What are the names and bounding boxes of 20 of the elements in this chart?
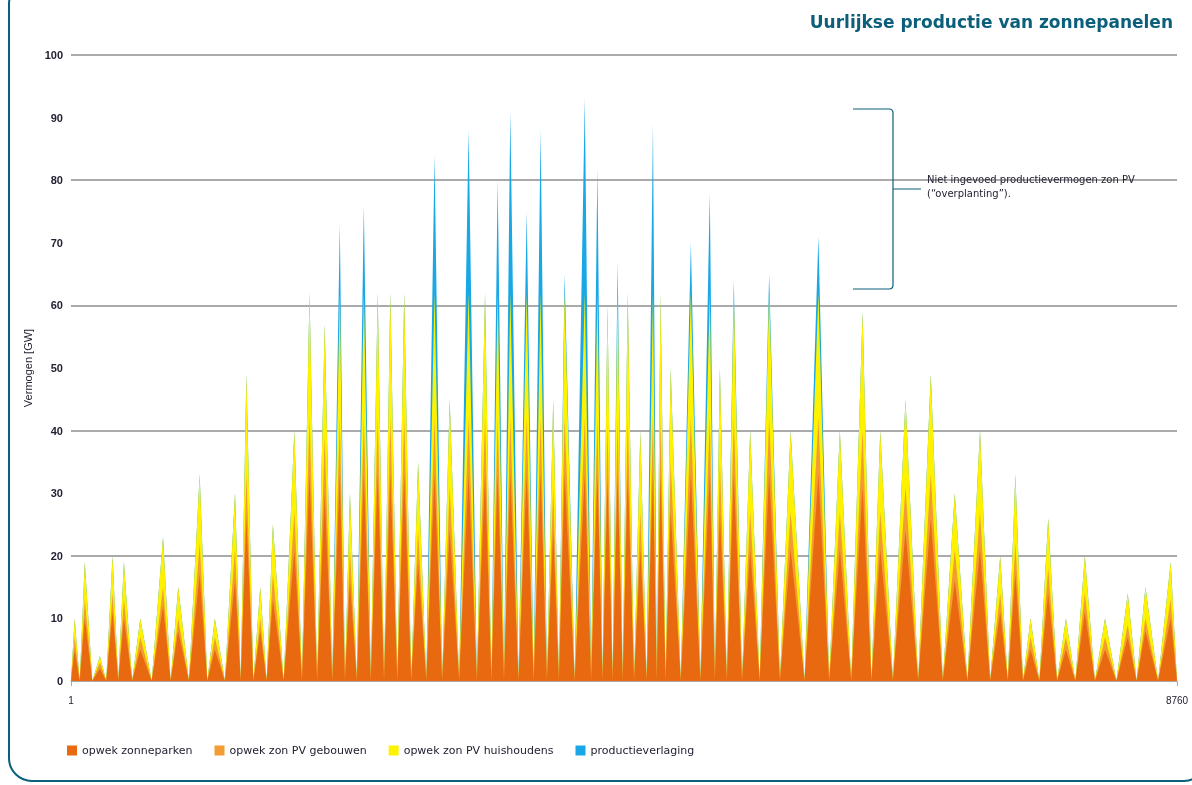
x-tick-label: 1 — [68, 694, 75, 706]
legend-label: opwek zon PV huishoudens — [403, 744, 554, 757]
x-tick-label: 8760 — [1165, 694, 1189, 706]
legend-label: productieverlaging — [590, 744, 695, 757]
chart-title: Uurlijkse productie van zonnepanelen — [809, 11, 1174, 32]
y-tick-label: 40 — [50, 424, 63, 437]
y-tick-label: 0 — [56, 675, 63, 687]
y-tick-label: 10 — [50, 612, 63, 625]
y-axis-title: Vermogen [GW] — [21, 328, 34, 408]
y-tick-label: 80 — [50, 174, 63, 187]
y-tick-label: 20 — [50, 549, 63, 562]
y-tick-label: 90 — [50, 111, 63, 124]
legend-label: opwek zon PV gebouwen — [229, 744, 367, 757]
y-tick-label: 100 — [44, 49, 63, 61]
y-tick-label: 60 — [50, 299, 63, 312]
annotation: Niet ingevoed productievermogen zon PV (“overplanting”). — [927, 173, 1136, 201]
y-tick-label: 50 — [50, 362, 63, 374]
y-tick-label: 30 — [50, 487, 63, 500]
legend-label: opwek zonneparken — [82, 744, 193, 757]
y-tick-label: 70 — [50, 236, 63, 249]
